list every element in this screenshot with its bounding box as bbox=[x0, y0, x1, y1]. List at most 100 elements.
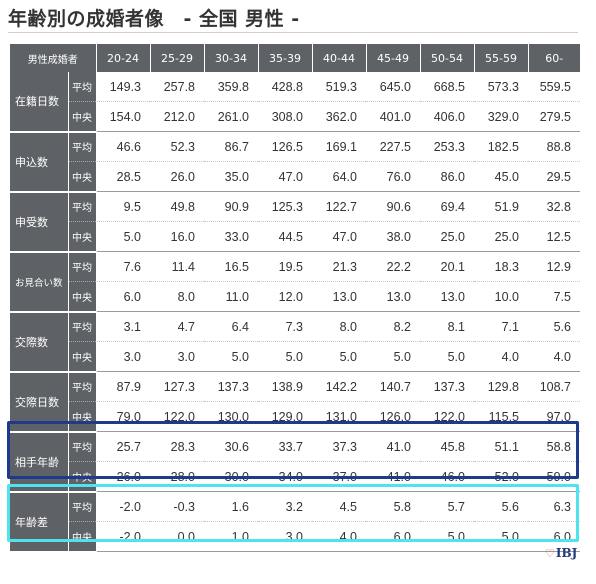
table-cell: 6.3 bbox=[528, 491, 580, 522]
table-row: 申込数 平均 46.6 52.3 86.7 126.5 169.1 227.5 253.3 182… bbox=[10, 131, 580, 193]
column-header: 60- bbox=[528, 44, 580, 72]
table-cell: 129.0 bbox=[258, 401, 312, 432]
table-cell: 212.0 bbox=[150, 101, 204, 132]
marriage-stats-table: 男性成婚者 20-24 25-29 30-34 35-39 40-44 45-4… bbox=[10, 44, 580, 553]
table-cell: 261.0 bbox=[204, 101, 258, 132]
table-cell: 279.5 bbox=[528, 101, 580, 132]
table-cell: 108.7 bbox=[528, 371, 580, 402]
row-category-label: 交際数 bbox=[10, 311, 69, 373]
column-header: 30-34 bbox=[204, 44, 259, 72]
average-label: 平均 bbox=[68, 491, 97, 522]
table-cell: 7.5 bbox=[528, 281, 580, 312]
table-cell: 4.0 bbox=[474, 341, 528, 372]
median-label: 中央 bbox=[68, 161, 97, 193]
table-cell: 9.5 bbox=[96, 191, 150, 222]
table-cell: 3.0 bbox=[96, 341, 150, 372]
average-label: 平均 bbox=[68, 311, 97, 342]
table-cell: 35.0 bbox=[204, 161, 258, 192]
table-cell: 34.0 bbox=[258, 461, 312, 492]
average-label: 平均 bbox=[68, 371, 97, 402]
table-cell: 32.8 bbox=[528, 191, 580, 222]
table-row: 中央 -2.0 0.0 1.0 3.0 4.0 6.0 5.0 5.0 6.0 bbox=[10, 521, 580, 553]
table-cell: 7.6 bbox=[96, 251, 150, 282]
corner-header: 男性成婚者 bbox=[10, 44, 97, 72]
table-cell: 10.0 bbox=[474, 281, 528, 312]
median-label: 中央 bbox=[68, 101, 97, 133]
table-cell: 12.0 bbox=[258, 281, 312, 312]
table-cell: 49.8 bbox=[150, 191, 204, 222]
table-cell: 125.3 bbox=[258, 191, 312, 222]
table-row: 相手年齢 平均 25.7 28.3 30.6 33.7 37.3 41.0 45.8 51.1 58… bbox=[10, 431, 580, 493]
table-cell: 25.0 bbox=[420, 221, 474, 252]
table-cell: 645.0 bbox=[366, 72, 420, 102]
table-cell: 88.8 bbox=[528, 131, 580, 162]
table-cell: 3.0 bbox=[258, 521, 312, 552]
table-cell: 519.3 bbox=[312, 72, 366, 102]
table-cell: 38.0 bbox=[366, 221, 420, 252]
table-cell: 18.3 bbox=[474, 251, 528, 282]
table-cell: 362.0 bbox=[312, 101, 366, 132]
table-row: 中央 6.0 8.0 11.0 12.0 13.0 13.0 13.0 10.0 7.5 bbox=[10, 281, 580, 313]
row-category-label: 申受数 bbox=[10, 191, 69, 253]
table-cell: 51.9 bbox=[474, 191, 528, 222]
table-cell: 45.8 bbox=[420, 431, 474, 462]
table-cell: 8.0 bbox=[312, 311, 366, 342]
table-cell: 41.0 bbox=[366, 461, 420, 492]
table-cell: 5.0 bbox=[474, 521, 528, 552]
table-cell: 142.2 bbox=[312, 371, 366, 402]
table-cell: 11.4 bbox=[150, 251, 204, 282]
table-cell: 149.3 bbox=[96, 72, 150, 102]
table-cell: 115.5 bbox=[474, 401, 528, 432]
table-row: 申受数 平均 9.5 49.8 90.9 125.3 122.7 90.6 69.4 51.9 32… bbox=[10, 191, 580, 253]
table-cell: 122.7 bbox=[312, 191, 366, 222]
table-cell: 47.0 bbox=[312, 221, 366, 252]
table-cell: 20.1 bbox=[420, 251, 474, 282]
table-cell: 76.0 bbox=[366, 161, 420, 192]
table-cell: 0.0 bbox=[150, 521, 204, 552]
median-label: 中央 bbox=[68, 521, 97, 553]
table-cell: 573.3 bbox=[474, 72, 528, 102]
table-cell: 428.8 bbox=[258, 72, 312, 102]
table-row: 交際日数 平均 87.9 127.3 137.3 138.9 142.2 140.7 137.3… bbox=[10, 371, 580, 433]
table-cell: 3.2 bbox=[258, 491, 312, 522]
table-cell: 12.9 bbox=[528, 251, 580, 282]
table-cell: 5.6 bbox=[474, 491, 528, 522]
table-cell: 26.0 bbox=[96, 461, 150, 492]
table-cell: 21.3 bbox=[312, 251, 366, 282]
table-cell: 33.7 bbox=[258, 431, 312, 462]
table-cell: 169.1 bbox=[312, 131, 366, 162]
table-cell: 86.7 bbox=[204, 131, 258, 162]
table-cell: 19.5 bbox=[258, 251, 312, 282]
table-cell: 1.0 bbox=[204, 521, 258, 552]
table-row: お見合い数 平均 7.6 11.4 16.5 19.5 21.3 22.2 20.1 18.3 12… bbox=[10, 251, 580, 313]
table-cell: 69.4 bbox=[420, 191, 474, 222]
table-cell: 64.0 bbox=[312, 161, 366, 192]
table-cell: 86.0 bbox=[420, 161, 474, 192]
table-cell: 122.0 bbox=[150, 401, 204, 432]
average-label: 平均 bbox=[68, 191, 97, 222]
table-cell: 308.0 bbox=[258, 101, 312, 132]
table-cell: 46.0 bbox=[420, 461, 474, 492]
table-cell: 8.2 bbox=[366, 311, 420, 342]
column-header: 40-44 bbox=[312, 44, 367, 72]
table-cell: 97.0 bbox=[528, 401, 580, 432]
table-cell: 13.0 bbox=[366, 281, 420, 312]
table-cell: 4.0 bbox=[312, 521, 366, 552]
table-cell: 41.0 bbox=[366, 431, 420, 462]
table-cell: 25.0 bbox=[474, 221, 528, 252]
table-cell: 79.0 bbox=[96, 401, 150, 432]
table-cell: 5.0 bbox=[96, 221, 150, 252]
table-cell: 127.3 bbox=[150, 371, 204, 402]
row-category-label: 在籍日数 bbox=[10, 72, 69, 133]
average-label: 平均 bbox=[68, 131, 97, 162]
table-cell: 126.0 bbox=[366, 401, 420, 432]
title-divider bbox=[8, 32, 578, 33]
page-title: 年齢別の成婚者像 - 全国 男性 - bbox=[8, 8, 300, 30]
table-cell: 90.9 bbox=[204, 191, 258, 222]
table-cell: 140.7 bbox=[366, 371, 420, 402]
table-cell: 137.3 bbox=[204, 371, 258, 402]
row-category-label: 相手年齢 bbox=[10, 431, 69, 493]
average-label: 平均 bbox=[68, 431, 97, 462]
table-cell: 16.0 bbox=[150, 221, 204, 252]
table-cell: 4.0 bbox=[528, 341, 580, 372]
